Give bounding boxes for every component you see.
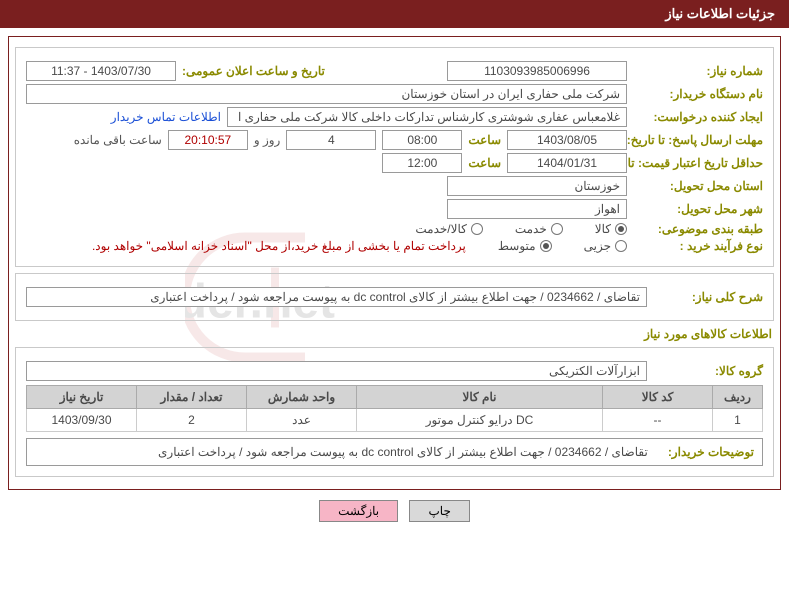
table-header-row: ردیف کد کالا نام کالا واحد شمارش تعداد /… <box>27 386 763 409</box>
col-qty: تعداد / مقدار <box>137 386 247 409</box>
radio-medium[interactable]: متوسط <box>498 239 552 253</box>
row-buyer: نام دستگاه خریدار: شرکت ملی حفاری ایران … <box>26 84 763 104</box>
province-label: استان محل تحویل: <box>633 179 763 193</box>
footer: چاپ بازگشت <box>0 500 789 522</box>
cell-code: -- <box>603 409 713 432</box>
goods-table: ردیف کد کالا نام کالا واحد شمارش تعداد /… <box>26 385 763 432</box>
deadline-time: 08:00 <box>382 130 462 150</box>
countdown: 20:10:57 <box>168 130 248 150</box>
contact-link[interactable]: اطلاعات تماس خریدار <box>111 110 221 124</box>
remaining-label: ساعت باقی مانده <box>74 133 162 147</box>
row-summary: شرح کلی نیاز: تقاضای / 0234662 / جهت اطل… <box>26 287 763 307</box>
time-label-1: ساعت <box>468 133 501 147</box>
goods-fieldset: گروه کالا: ابزارآلات الکتریکی ردیف کد کا… <box>15 347 774 477</box>
summary-label: شرح کلی نیاز: <box>653 290 763 304</box>
deadline-date: 1403/08/05 <box>507 130 627 150</box>
need-no-value: 1103093985006996 <box>447 61 627 81</box>
radio-partial-label: جزیی <box>584 239 611 253</box>
panel-header: جزئیات اطلاعات نیاز <box>0 0 789 28</box>
table-row: 1 -- DC درایو کنترل موتور عدد 2 1403/09/… <box>27 409 763 432</box>
radio-both-label: کالا/خدمت <box>415 222 466 236</box>
print-button[interactable]: چاپ <box>409 500 469 522</box>
back-button[interactable]: بازگشت <box>319 500 398 522</box>
row-category: طبقه بندی موضوعی: کالا خدمت کالا/خدمت <box>26 222 763 236</box>
summary-fieldset: شرح کلی نیاز: تقاضای / 0234662 / جهت اطل… <box>15 273 774 321</box>
days-and: روز و <box>254 133 281 147</box>
cell-qty: 2 <box>137 409 247 432</box>
goods-title: اطلاعات کالاهای مورد نیاز <box>17 327 772 341</box>
buyer-value: شرکت ملی حفاری ایران در استان خوزستان <box>26 84 627 104</box>
validity-date: 1404/01/31 <box>507 153 627 173</box>
radio-service[interactable]: خدمت <box>515 222 563 236</box>
col-date: تاریخ نیاز <box>27 386 137 409</box>
need-no-label: شماره نیاز: <box>633 64 763 78</box>
row-validity: حداقل تاریخ اعتبار قیمت: تا تاریخ: 1404/… <box>26 153 763 173</box>
group-value: ابزارآلات الکتریکی <box>26 361 647 381</box>
time-label-2: ساعت <box>468 156 501 170</box>
col-row: ردیف <box>713 386 763 409</box>
row-process: نوع فرآیند خرید : جزیی متوسط پرداخت تمام… <box>26 239 763 253</box>
cell-date: 1403/09/30 <box>27 409 137 432</box>
announce-value: 1403/07/30 - 11:37 <box>26 61 176 81</box>
cell-name: DC درایو کنترل موتور <box>357 409 603 432</box>
panel-title: جزئیات اطلاعات نیاز <box>665 6 775 21</box>
details-panel: شماره نیاز: 1103093985006996 تاریخ و ساع… <box>8 36 781 490</box>
province-value: خوزستان <box>447 176 627 196</box>
col-code: کد کالا <box>603 386 713 409</box>
process-note: پرداخت تمام یا بخشی از مبلغ خرید،از محل … <box>92 239 466 253</box>
creator-value: غلامعباس عفاری شوشتری کارشناس تدارکات دا… <box>227 107 627 127</box>
process-label: نوع فرآیند خرید : <box>633 239 763 253</box>
validity-label: حداقل تاریخ اعتبار قیمت: تا تاریخ: <box>633 156 763 170</box>
category-label: طبقه بندی موضوعی: <box>633 222 763 236</box>
row-city: شهر محل تحویل: اهواز <box>26 199 763 219</box>
radio-goods[interactable]: کالا <box>595 222 627 236</box>
buyer-desc-box: توضیحات خریدار: تقاضای / 0234662 / جهت ا… <box>26 438 763 466</box>
radio-medium-label: متوسط <box>498 239 536 253</box>
summary-text: تقاضای / 0234662 / جهت اطلاع بیشتر از کا… <box>26 287 647 307</box>
days-value: 4 <box>286 130 376 150</box>
radio-goods-label: کالا <box>595 222 611 236</box>
info-fieldset: شماره نیاز: 1103093985006996 تاریخ و ساع… <box>15 47 774 267</box>
cell-row: 1 <box>713 409 763 432</box>
row-need-no: شماره نیاز: 1103093985006996 تاریخ و ساع… <box>26 61 763 81</box>
col-unit: واحد شمارش <box>247 386 357 409</box>
city-value: اهواز <box>447 199 627 219</box>
row-group: گروه کالا: ابزارآلات الکتریکی <box>26 361 763 381</box>
radio-partial[interactable]: جزیی <box>584 239 627 253</box>
col-name: نام کالا <box>357 386 603 409</box>
desc-label: توضیحات خریدار: <box>668 445 754 459</box>
radio-service-label: خدمت <box>515 222 547 236</box>
city-label: شهر محل تحویل: <box>633 202 763 216</box>
desc-text: تقاضای / 0234662 / جهت اطلاع بیشتر از کا… <box>35 445 648 459</box>
row-deadline: مهلت ارسال پاسخ: تا تاریخ: 1403/08/05 سا… <box>26 130 763 150</box>
group-label: گروه کالا: <box>653 364 763 378</box>
row-creator: ایجاد کننده درخواست: غلامعباس عفاری شوشت… <box>26 107 763 127</box>
announce-label: تاریخ و ساعت اعلان عمومی: <box>182 64 325 78</box>
cell-unit: عدد <box>247 409 357 432</box>
buyer-label: نام دستگاه خریدار: <box>633 87 763 101</box>
creator-label: ایجاد کننده درخواست: <box>633 110 763 124</box>
validity-time: 12:00 <box>382 153 462 173</box>
radio-both[interactable]: کالا/خدمت <box>415 222 482 236</box>
deadline-label: مهلت ارسال پاسخ: تا تاریخ: <box>633 133 763 147</box>
row-province: استان محل تحویل: خوزستان <box>26 176 763 196</box>
